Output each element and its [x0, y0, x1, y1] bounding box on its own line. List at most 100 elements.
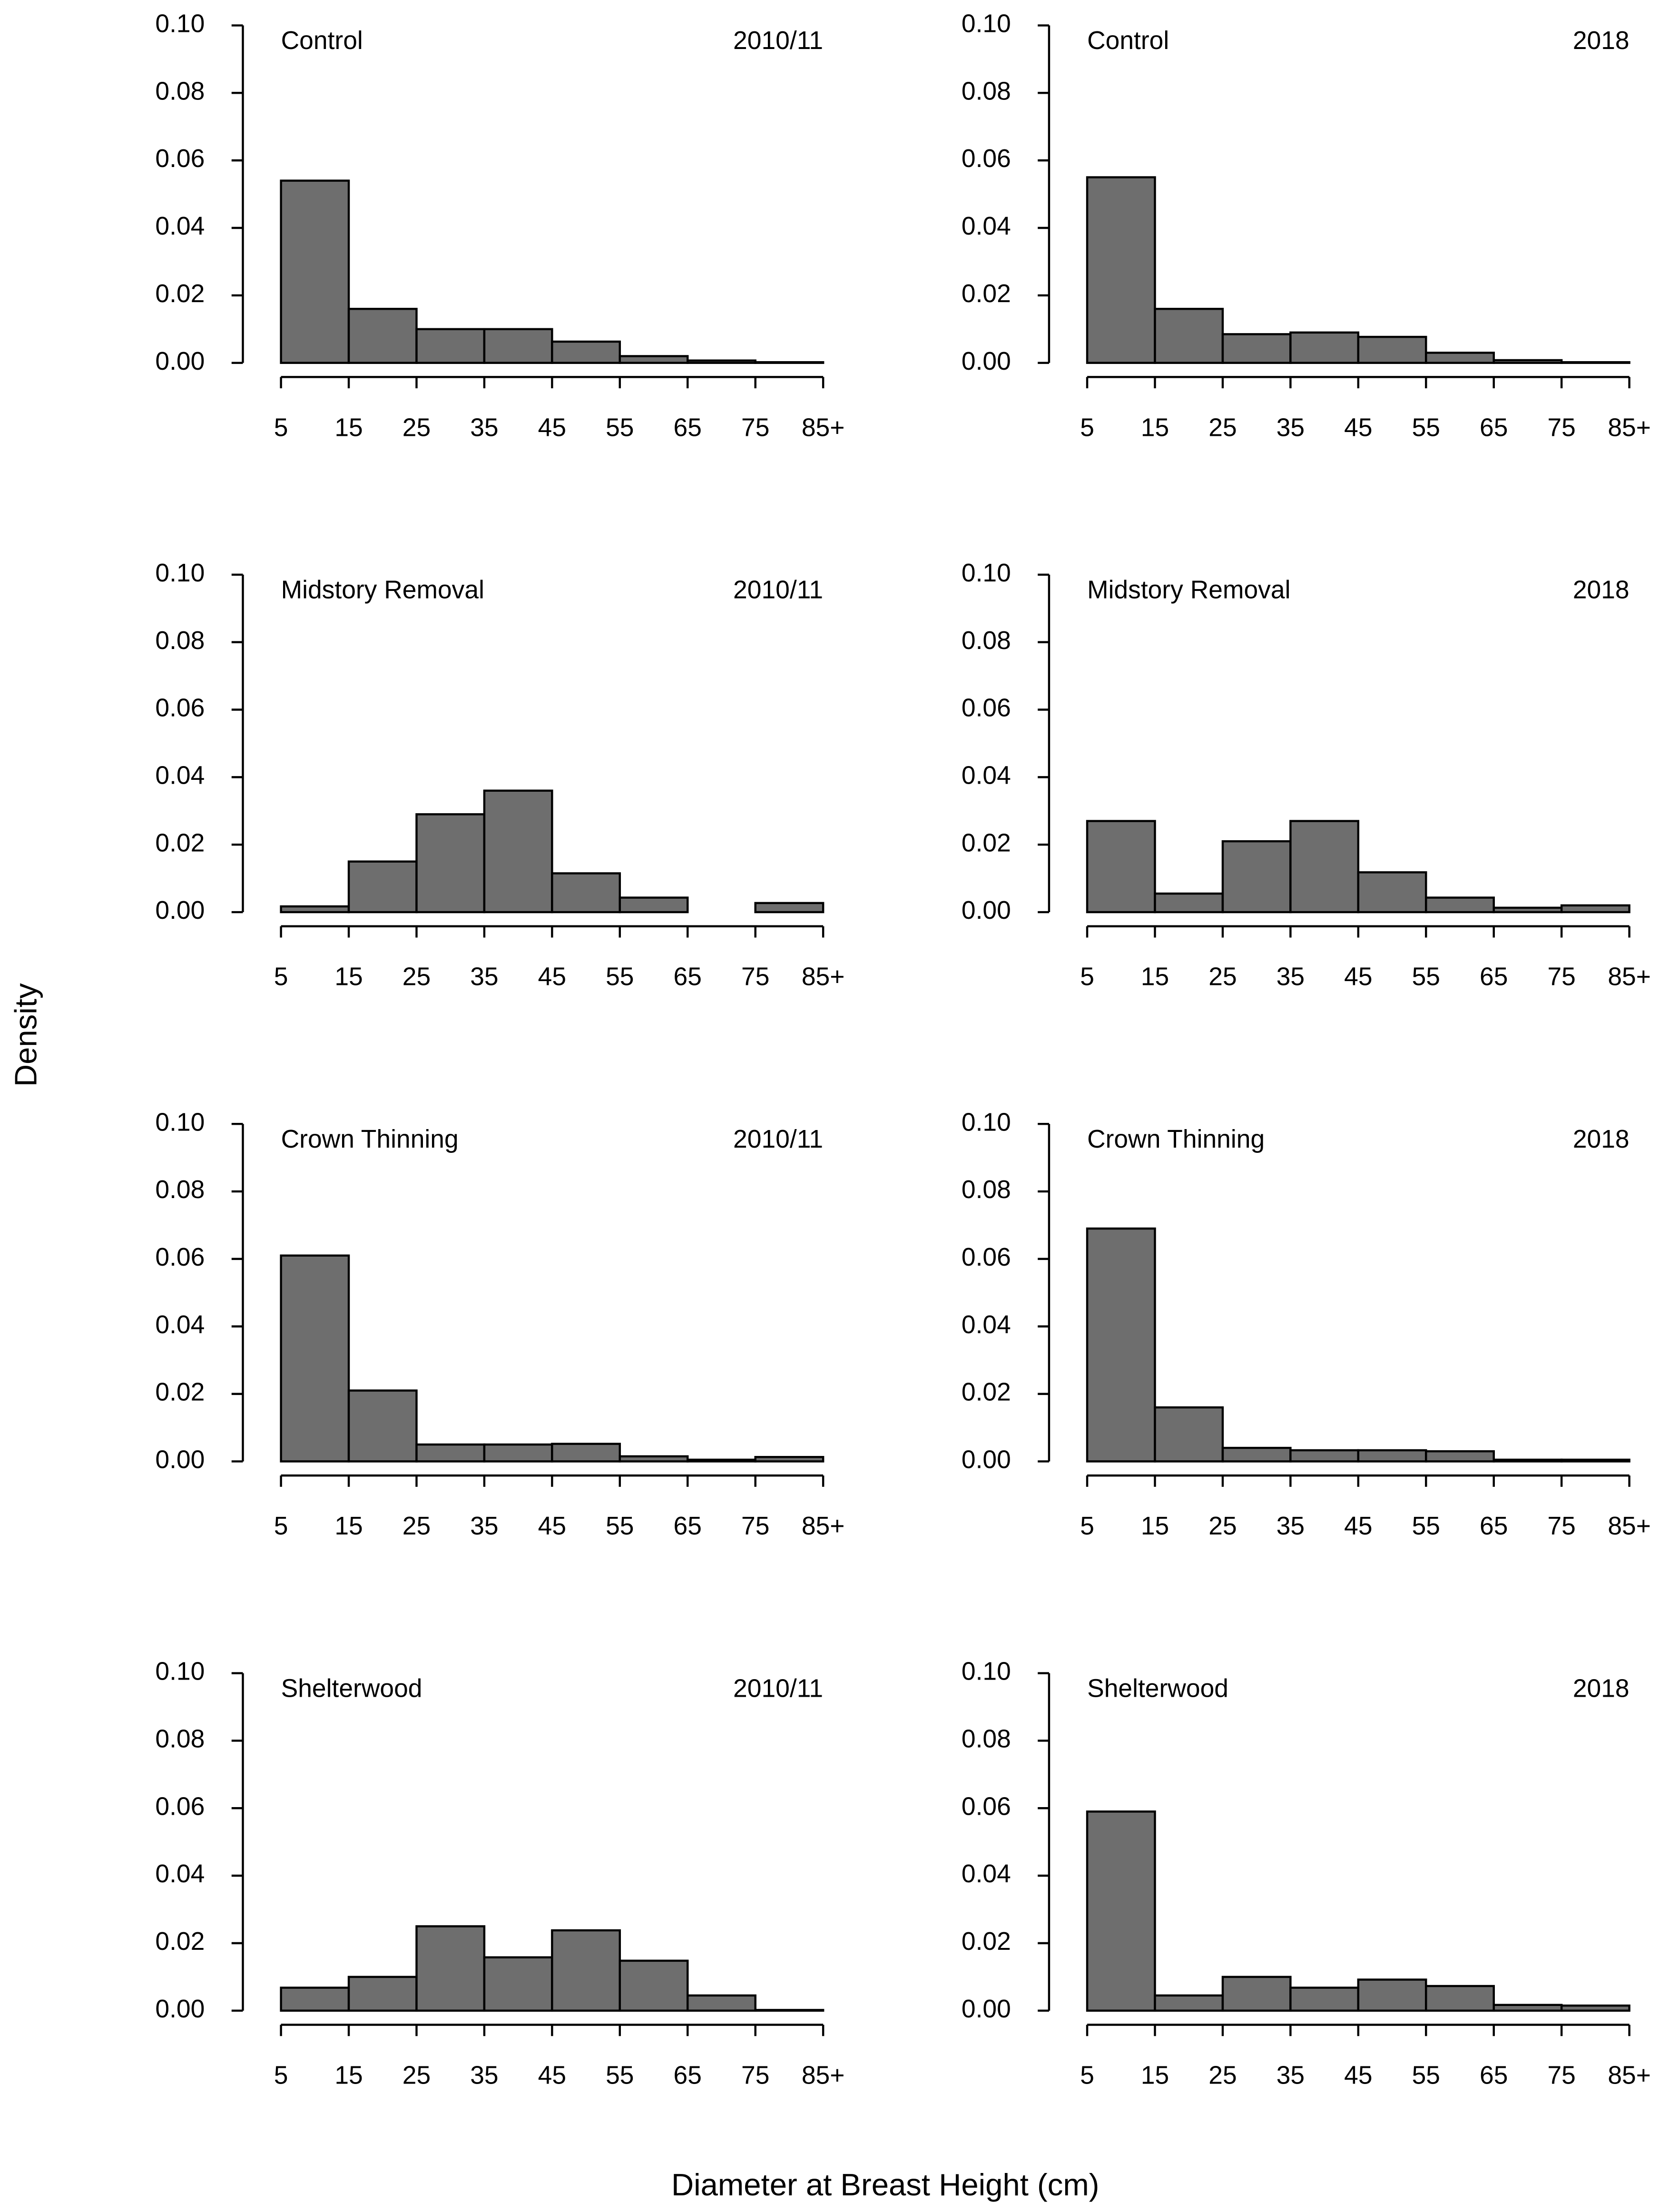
bar [1289, 1986, 1360, 2012]
y-tick-label: 0.02 [962, 1378, 1011, 1406]
panel-title: Shelterwood [1087, 1674, 1228, 1702]
bar [1357, 1978, 1427, 2012]
x-tick-label: 85+ [802, 963, 845, 991]
bar [280, 905, 350, 914]
bar [347, 307, 418, 364]
x-tick-label: 25 [1208, 963, 1237, 991]
y-tick-label: 0.06 [155, 694, 205, 722]
y-tick-label: 0.10 [962, 1108, 1011, 1136]
bar [1221, 1976, 1292, 2012]
y-tick-label: 0.10 [962, 10, 1011, 38]
y-axis-label: Density [9, 983, 43, 1087]
y-tick-label: 0.00 [962, 1446, 1011, 1474]
y-tick-label: 0.02 [155, 280, 205, 308]
x-tick-label: 25 [1208, 413, 1237, 442]
y-tick-label: 0.04 [962, 212, 1011, 240]
x-tick-label: 65 [674, 2061, 702, 2089]
bar [1289, 1449, 1360, 1463]
bar [1425, 352, 1495, 364]
panel-title: Control [1087, 27, 1169, 55]
bar [1154, 307, 1224, 364]
y-tick-label: 0.04 [962, 761, 1011, 789]
x-tick-label: 35 [1276, 413, 1305, 442]
x-tick-label: 5 [274, 2061, 288, 2089]
x-tick-label: 55 [606, 413, 634, 442]
x-tick-label: 55 [606, 2061, 634, 2089]
bar [618, 1959, 689, 2012]
bar [551, 872, 621, 914]
x-tick-label: 75 [1547, 2061, 1575, 2089]
x-tick-label: 55 [1412, 963, 1440, 991]
x-tick-label: 45 [538, 413, 566, 442]
x-tick-label: 15 [1141, 963, 1169, 991]
bar [1086, 176, 1156, 364]
x-tick-label: 75 [741, 2061, 769, 2089]
panel-title: Crown Thinning [1087, 1125, 1265, 1153]
x-tick-label: 65 [674, 1512, 702, 1540]
bar [551, 340, 621, 364]
y-tick-label: 0.10 [155, 1658, 205, 1686]
x-tick-label: 85+ [1608, 413, 1651, 442]
y-tick-label: 0.08 [155, 627, 205, 655]
bar [1357, 335, 1427, 364]
y-tick-label: 0.02 [962, 1927, 1011, 1956]
bar [754, 1455, 825, 1463]
y-tick-label: 0.10 [962, 1658, 1011, 1686]
x-tick-label: 25 [1208, 1512, 1237, 1540]
bar [415, 1925, 486, 2012]
y-tick-label: 0.06 [962, 694, 1011, 722]
x-tick-label: 75 [741, 963, 769, 991]
x-tick-label: 15 [1141, 413, 1169, 442]
x-tick-label: 25 [402, 1512, 431, 1540]
bar [483, 1956, 553, 2012]
x-tick-label: 5 [1080, 1512, 1094, 1540]
y-tick-label: 0.02 [155, 829, 205, 857]
y-tick-label: 0.10 [155, 1108, 205, 1136]
y-tick-label: 0.10 [155, 559, 205, 587]
y-tick-label: 0.02 [155, 1927, 205, 1956]
x-tick-label: 45 [1344, 2061, 1372, 2089]
bar [1425, 1985, 1495, 2012]
bar [618, 896, 689, 914]
x-tick-label: 45 [538, 1512, 566, 1540]
y-tick-label: 0.00 [155, 1446, 205, 1474]
x-tick-label: 15 [334, 2061, 363, 2089]
bar [1425, 1450, 1495, 1463]
panel-title: Crown Thinning [281, 1125, 459, 1153]
bar [1357, 871, 1427, 914]
bar [1289, 820, 1360, 914]
x-tick-label: 35 [470, 413, 498, 442]
panel-title: Control [281, 27, 363, 55]
bar [1086, 1810, 1156, 2012]
bar [551, 1443, 621, 1463]
bar [280, 1254, 350, 1463]
y-tick-label: 0.08 [962, 77, 1011, 105]
bar [1221, 333, 1292, 364]
panel-subtitle: 2010/11 [733, 1674, 823, 1702]
bar [1560, 1458, 1630, 1463]
y-tick-label: 0.08 [155, 1176, 205, 1204]
bar [1560, 904, 1630, 914]
y-tick-label: 0.06 [155, 145, 205, 173]
y-tick-label: 0.04 [155, 212, 205, 240]
y-tick-label: 0.06 [962, 1792, 1011, 1820]
bar [754, 361, 825, 364]
x-tick-label: 35 [470, 2061, 498, 2089]
y-tick-label: 0.04 [155, 1311, 205, 1339]
x-tick-label: 45 [538, 2061, 566, 2089]
bar [1560, 2004, 1630, 2012]
y-tick-label: 0.08 [962, 1176, 1011, 1204]
bar [1154, 1406, 1224, 1463]
x-tick-label: 45 [538, 963, 566, 991]
bar [1154, 1994, 1224, 2012]
y-tick-label: 0.08 [962, 627, 1011, 655]
x-tick-label: 75 [741, 1512, 769, 1540]
x-tick-label: 15 [334, 413, 363, 442]
panel-subtitle: 2010/11 [733, 1125, 823, 1153]
bar [415, 1443, 486, 1463]
y-tick-label: 0.10 [155, 10, 205, 38]
y-tick-label: 0.02 [962, 280, 1011, 308]
bar [1560, 361, 1630, 364]
y-tick-label: 0.04 [155, 761, 205, 789]
